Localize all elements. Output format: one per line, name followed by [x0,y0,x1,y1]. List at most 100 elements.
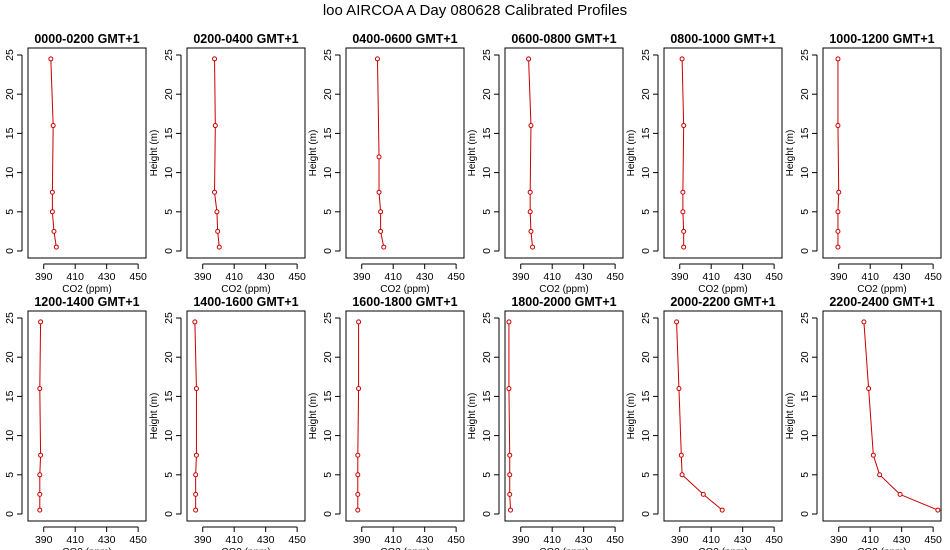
panel-4: 0600-0800 GMT+1 390 410 430 450 CO2 (ppm) 0 5 10… [467,32,624,295]
y-tick-label: 0 [799,248,811,254]
y-axis-label: Height (m) [626,130,637,177]
data-point [37,472,43,478]
x-tick-label: 450 [288,271,306,283]
x-axis-label: CO2 (ppm) [857,284,906,295]
data-point [49,189,55,195]
y-tick-label: 0 [4,248,16,254]
data-point [193,507,199,513]
plot-frame [822,310,942,522]
x-tick-label: 430 [257,271,275,283]
data-point [192,319,198,325]
data-point [37,507,43,513]
data-point [376,154,382,160]
data-point [212,123,218,129]
profile-segment [376,58,380,157]
panel-title: 0400-0600 GMT+1 [352,32,457,46]
y-tick-label: 25 [4,312,16,324]
x-tick-label: 410 [543,534,561,546]
profile-segment [216,211,219,232]
y-tick-label: 25 [322,49,334,61]
x-tick-label: 430 [734,534,752,546]
y-tick-label: 10 [640,167,652,179]
profile-segment [529,125,532,193]
x-axis-label: CO2 (ppm) [857,547,906,550]
y-tick-label: 5 [640,472,652,478]
profile-segment [214,192,218,212]
panel-title: 0200-0400 GMT+1 [193,32,298,46]
y-tick-label: 0 [322,511,334,517]
x-tick-label: 390 [35,534,53,546]
data-point [679,472,685,478]
y-tick-label: 20 [799,88,811,100]
y-tick-label: 5 [799,472,811,478]
x-tick-label: 430 [893,271,911,283]
x-tick-label: 390 [353,534,371,546]
x-tick-label: 410 [702,271,720,283]
y-tick-label: 15 [640,127,652,139]
data-point [680,209,686,215]
y-tick-label: 25 [799,49,811,61]
x-tick-label: 390 [194,534,212,546]
profile-segment [868,388,874,456]
profile-segment [680,455,683,475]
panel-8: 1400-1600 GMT+1 390 410 430 450 CO2 (ppm) 0 5 10… [149,295,306,550]
x-axis-label: CO2 (ppm) [221,284,270,295]
x-tick-label: 410 [384,534,402,546]
x-tick-label: 390 [830,271,848,283]
data-point [681,244,687,250]
y-tick-label: 10 [799,167,811,179]
plot-frame [663,47,783,259]
data-point [676,386,682,392]
y-axis-label: Height (m) [0,130,1,177]
y-tick-label: 5 [163,472,175,478]
y-axis-label: Height (m) [785,130,796,177]
y-axis-label: Height (m) [308,130,319,177]
y-tick-label: 20 [4,88,16,100]
x-axis-label: CO2 (ppm) [698,547,747,550]
data-point [506,386,512,392]
data-point [212,56,218,62]
y-tick-label: 0 [4,511,16,517]
data-point [212,189,218,195]
x-tick-label: 390 [353,271,371,283]
profile-segment [863,321,870,389]
y-tick-label: 0 [640,248,652,254]
y-tick-label: 5 [481,209,493,215]
x-tick-label: 390 [830,534,848,546]
x-tick-label: 410 [66,271,84,283]
y-axis-label: Height (m) [467,393,478,440]
profile-segment [703,494,723,511]
panel-2: 0200-0400 GMT+1 390 410 430 450 CO2 (ppm) 0 5 10… [149,32,306,295]
data-point [376,189,382,195]
y-tick-label: 10 [322,430,334,442]
profile-segment [39,321,42,389]
data-point [835,123,841,129]
y-tick-label: 10 [163,167,175,179]
profile-segment [50,58,54,126]
x-tick-label: 450 [924,271,942,283]
data-point [870,452,876,458]
plot-frame [186,310,306,522]
data-point [215,228,221,234]
x-axis-label: CO2 (ppm) [62,547,111,550]
profile-segment [39,455,42,475]
data-point [678,452,684,458]
y-tick-label: 15 [163,127,175,139]
x-axis-label: CO2 (ppm) [698,284,747,295]
x-tick-label: 450 [606,534,624,546]
plot-frame [345,310,465,522]
panel-3: 0400-0600 GMT+1 390 410 430 450 CO2 (ppm) 0 5 10… [308,32,465,295]
profile-segment [528,58,532,126]
y-tick-label: 25 [322,312,334,324]
y-tick-label: 20 [322,88,334,100]
y-tick-label: 20 [4,351,16,363]
page-title: loo AIRCOA A Day 080628 Calibrated Profi… [322,2,628,19]
x-tick-label: 410 [543,271,561,283]
y-axis-label: Height (m) [467,130,478,177]
data-point [835,56,841,62]
data-point [356,319,362,325]
panel-title: 1400-1600 GMT+1 [193,295,298,309]
y-tick-label: 5 [4,209,16,215]
x-tick-label: 430 [98,271,116,283]
x-axis-label: CO2 (ppm) [221,547,270,550]
